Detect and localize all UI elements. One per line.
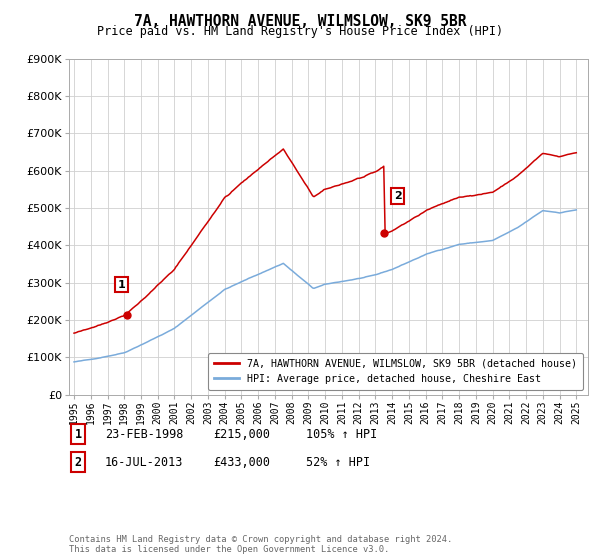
Text: 52% ↑ HPI: 52% ↑ HPI [306,455,370,469]
Text: £215,000: £215,000 [213,427,270,441]
Text: 105% ↑ HPI: 105% ↑ HPI [306,427,377,441]
Text: £433,000: £433,000 [213,455,270,469]
Text: 1: 1 [118,279,125,290]
Text: Contains HM Land Registry data © Crown copyright and database right 2024.
This d: Contains HM Land Registry data © Crown c… [69,535,452,554]
Text: Price paid vs. HM Land Registry's House Price Index (HPI): Price paid vs. HM Land Registry's House … [97,25,503,38]
Text: 23-FEB-1998: 23-FEB-1998 [105,427,184,441]
Text: 2: 2 [74,455,82,469]
Legend: 7A, HAWTHORN AVENUE, WILMSLOW, SK9 5BR (detached house), HPI: Average price, det: 7A, HAWTHORN AVENUE, WILMSLOW, SK9 5BR (… [208,353,583,390]
Text: 7A, HAWTHORN AVENUE, WILMSLOW, SK9 5BR: 7A, HAWTHORN AVENUE, WILMSLOW, SK9 5BR [134,14,466,29]
Text: 16-JUL-2013: 16-JUL-2013 [105,455,184,469]
Text: 1: 1 [74,427,82,441]
Text: 2: 2 [394,191,401,201]
